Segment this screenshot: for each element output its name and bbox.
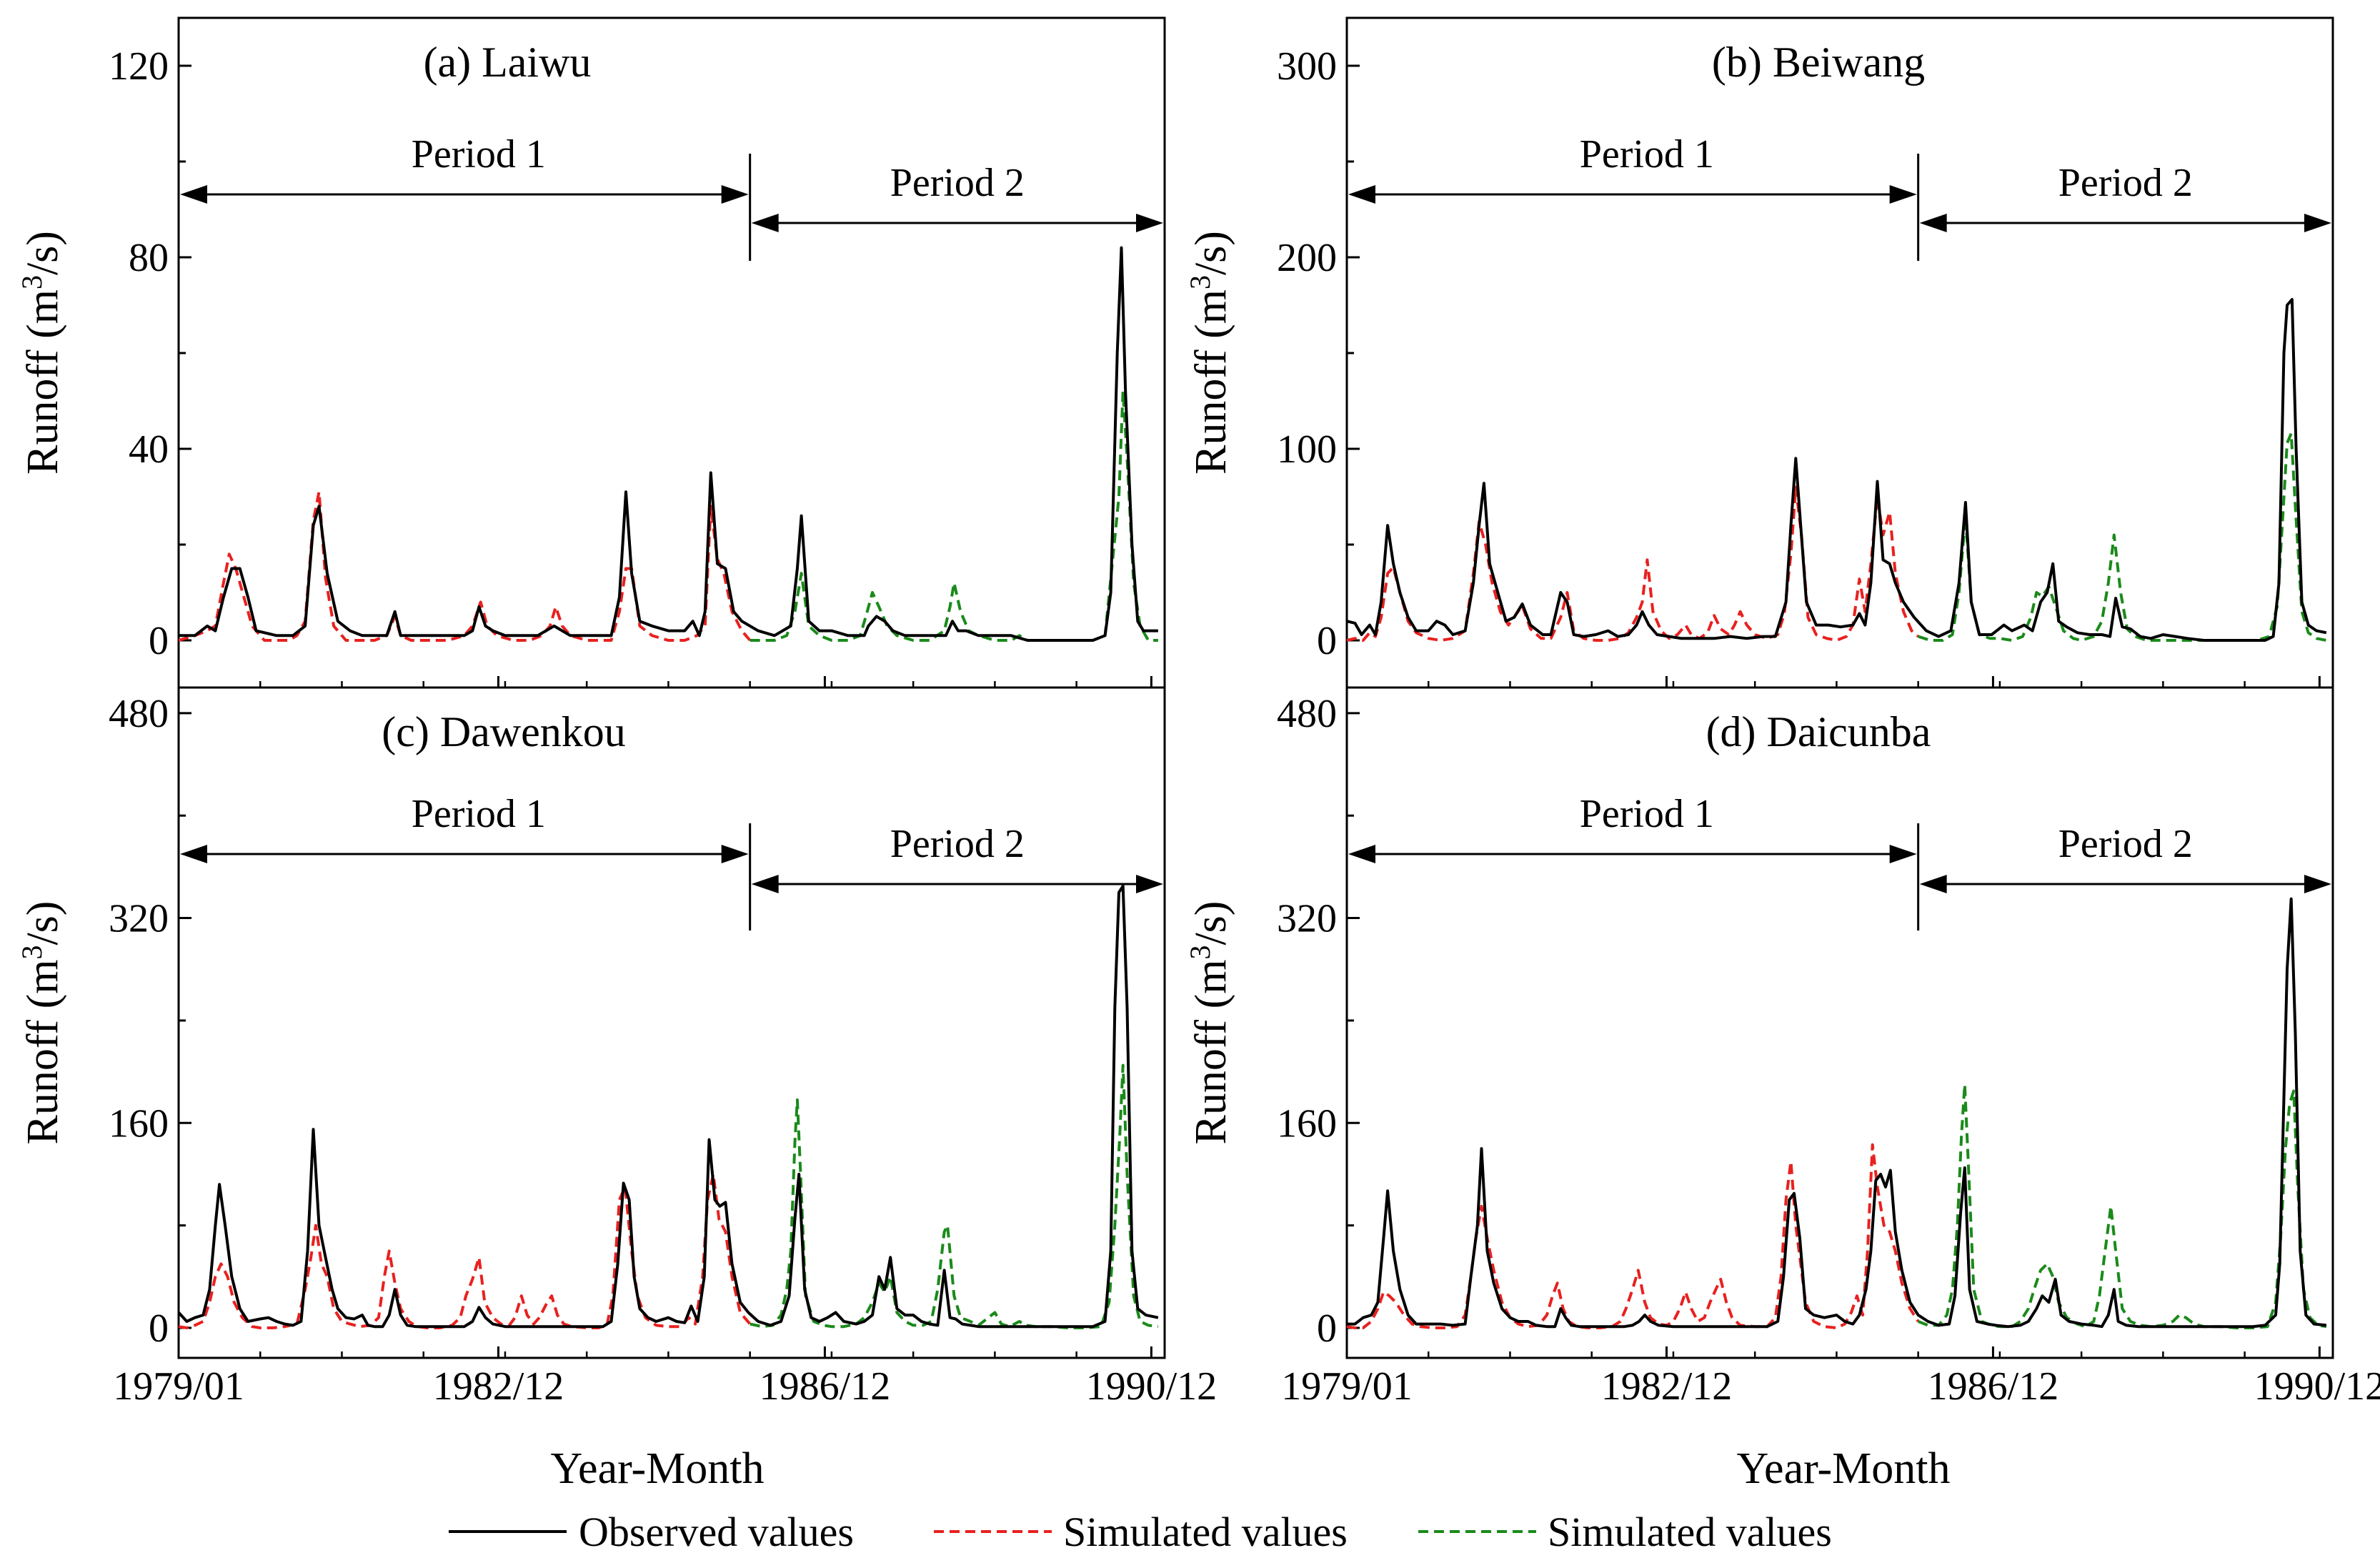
- period2-arrowhead-right: [2304, 875, 2331, 893]
- x-tick-label: 1986/12: [1928, 1364, 2059, 1409]
- y-tick-label: 80: [129, 236, 169, 280]
- y-axis-title: Runoff (m3/s): [16, 231, 68, 475]
- x-axis-title-left: Year-Month: [550, 1444, 764, 1493]
- y-tick-label: 320: [109, 897, 169, 941]
- panel-title: (c) Dawenkou: [382, 708, 626, 755]
- y-tick-label: 0: [149, 1306, 169, 1351]
- period2-label: Period 2: [890, 161, 1025, 205]
- y-tick-label: 120: [109, 44, 169, 89]
- x-tick-label: 1979/01: [113, 1364, 244, 1409]
- y-tick-label: 100: [1277, 427, 1337, 472]
- y-axis-title: Runoff (m3/s): [1184, 231, 1236, 475]
- period1-arrowhead-right: [1890, 185, 1917, 204]
- series-observed: [1347, 899, 2326, 1327]
- panel-3: 0 160 320 480 1979/01 1982/12 1986/12 1990/12 Ru…: [16, 688, 1218, 1409]
- series-simulated-period1: [179, 492, 750, 640]
- series-simulated-period2: [750, 392, 1158, 640]
- series-simulated-period1: [1347, 1145, 1918, 1328]
- x-tick-label: 1990/12: [1086, 1364, 1218, 1409]
- period1-arrowhead-left: [1348, 845, 1375, 863]
- y-tick-label: 0: [1317, 619, 1337, 663]
- y-axis-title: Runoff (m3/s): [1184, 901, 1236, 1145]
- period1-label: Period 1: [412, 792, 546, 836]
- x-axis-title-right: Year-Month: [1736, 1444, 1950, 1493]
- period2-label: Period 2: [2058, 822, 2193, 866]
- period2-arrowhead-right: [1136, 214, 1163, 232]
- period1-arrowhead-left: [1348, 185, 1375, 204]
- series-observed: [1347, 299, 2326, 640]
- panel-2: 0 100 200 300 Runoff (m3/s) (b) Beiwang Period…: [1184, 18, 2334, 688]
- y-axis-title: Runoff (m3/s): [16, 901, 68, 1145]
- period2-arrowhead-left: [752, 875, 779, 893]
- period1-arrowhead-left: [180, 845, 207, 863]
- y-tick-label: 200: [1277, 236, 1337, 280]
- period1-label: Period 1: [1580, 132, 1714, 177]
- period2-arrowhead-right: [2304, 214, 2331, 232]
- panel-1: 0 40 80 120 Runoff (m3/s) (a) Laiwu Period 1 Pe…: [16, 18, 1165, 688]
- period1-label: Period 1: [412, 132, 546, 177]
- panel-title: (b) Beiwang: [1712, 39, 1925, 86]
- period1-arrowhead-left: [180, 185, 207, 204]
- series-simulated-period1: [179, 1174, 750, 1328]
- period1-arrowhead-right: [1890, 845, 1917, 863]
- y-tick-label: 0: [149, 619, 169, 663]
- period1-arrowhead-right: [722, 845, 749, 863]
- period2-label: Period 2: [2058, 161, 2193, 205]
- period1-arrowhead-right: [722, 185, 749, 204]
- series-simulated-period2: [1918, 1085, 2326, 1329]
- panel-frame: [1347, 688, 2333, 1358]
- y-tick-label: 320: [1277, 897, 1337, 941]
- y-tick-label: 40: [129, 427, 169, 472]
- period2-label: Period 2: [890, 822, 1025, 866]
- x-tick-label: 1982/12: [433, 1364, 564, 1409]
- panel-frame: [1347, 18, 2333, 688]
- x-tick-label: 1990/12: [2254, 1364, 2380, 1409]
- panel-title: (a) Laiwu: [424, 39, 592, 86]
- panel-frame: [179, 18, 1165, 688]
- legend-label: Observed values: [579, 1509, 854, 1555]
- period2-arrowhead-left: [1920, 214, 1947, 232]
- series-observed: [179, 886, 1158, 1326]
- x-tick-label: 1979/01: [1281, 1364, 1413, 1409]
- panel-title: (d) Daicunba: [1706, 708, 1931, 755]
- period2-arrowhead-left: [1920, 875, 1947, 893]
- y-tick-label: 480: [109, 692, 169, 736]
- series-simulated-period2: [750, 1066, 1158, 1328]
- y-tick-label: 160: [1277, 1101, 1337, 1146]
- y-tick-label: 300: [1277, 44, 1337, 89]
- x-tick-label: 1982/12: [1601, 1364, 1733, 1409]
- period2-arrowhead-left: [752, 214, 779, 232]
- legend: Observed values Simulated values Simulated…: [449, 1509, 1832, 1555]
- y-tick-label: 480: [1277, 692, 1337, 736]
- x-tick-label: 1986/12: [760, 1364, 891, 1409]
- period2-arrowhead-right: [1136, 875, 1163, 893]
- y-tick-label: 160: [109, 1101, 169, 1146]
- period1-label: Period 1: [1580, 792, 1714, 836]
- series-simulated-period1: [1347, 487, 1918, 640]
- y-tick-label: 0: [1317, 1306, 1337, 1351]
- legend-label: Simulated values: [1063, 1509, 1348, 1555]
- legend-label: Simulated values: [1548, 1509, 1832, 1555]
- series-simulated-period2: [1918, 434, 2326, 640]
- panel-4: 0 160 320 480 1979/01 1982/12 1986/12 1990/12 Ru…: [1184, 688, 2380, 1409]
